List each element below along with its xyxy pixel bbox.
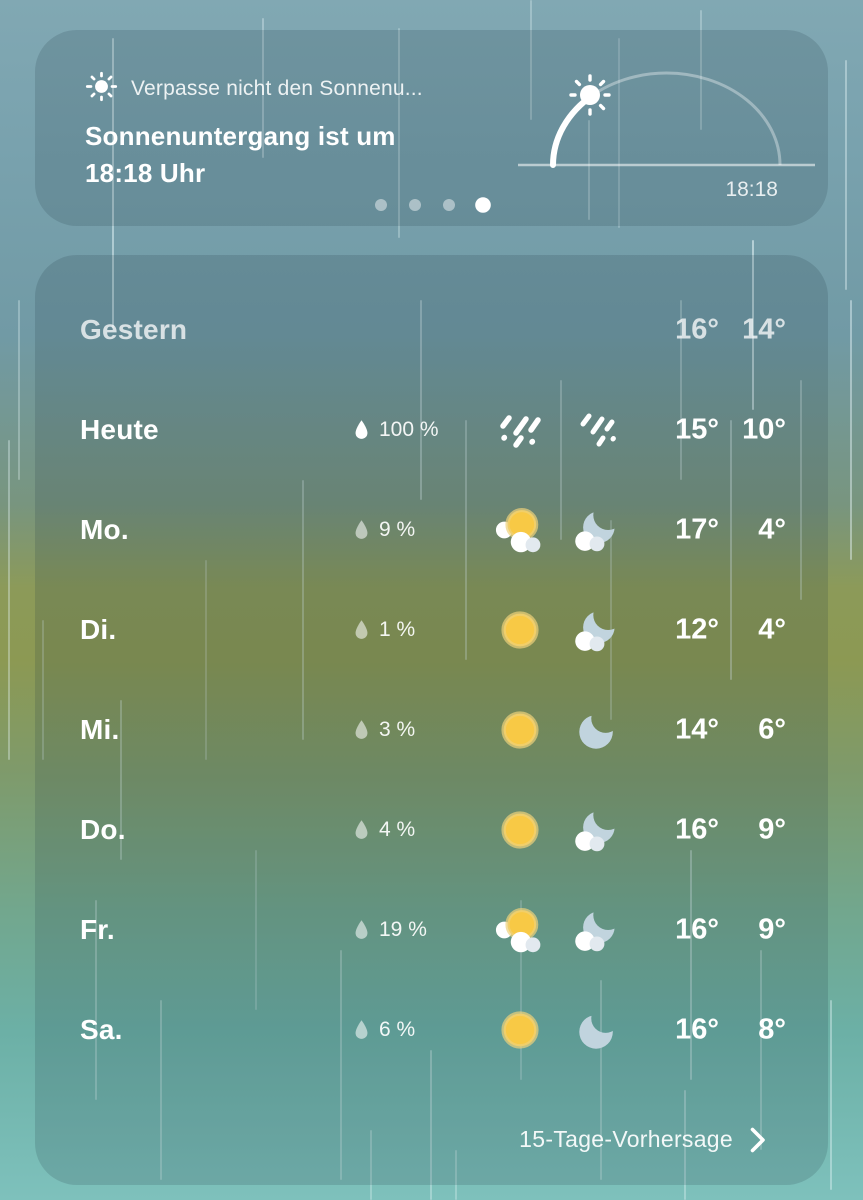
moon-cloud-icon [572, 905, 622, 955]
moon-icon [574, 707, 620, 753]
sun-icon [85, 70, 118, 108]
rain-heavy-icon [495, 407, 545, 453]
droplet-icon [353, 1019, 370, 1041]
high-temp: 16° [675, 813, 719, 846]
droplet-icon [353, 519, 370, 541]
droplet-icon [353, 619, 370, 641]
droplet-icon [353, 919, 370, 941]
forecast-rows: Gestern 16° 14° Heute 100 % 15° 10° Mo. 9 %… [35, 280, 828, 1080]
high-temp: 12° [675, 613, 719, 646]
pagination-dot[interactable] [474, 197, 491, 213]
low-temp: 10° [742, 413, 786, 446]
low-temp: 9° [758, 913, 786, 946]
low-temp: 8° [758, 1013, 786, 1046]
low-temp: 4° [758, 613, 786, 646]
forecast-row[interactable]: Di. 1 % 12° 4° [35, 580, 828, 680]
precipitation-probability: 19 % [353, 918, 427, 942]
sun-cloud-icon [495, 905, 545, 955]
day-label: Mi. [80, 714, 120, 745]
fifteen-day-forecast-link[interactable]: 15-Tage-Vorhersage [519, 1126, 766, 1153]
high-temp: 15° [675, 413, 719, 446]
forecast-row[interactable]: Mi. 3 % 14° 6° [35, 680, 828, 780]
precipitation-probability: 4 % [353, 818, 415, 842]
pagination-dot[interactable] [374, 199, 387, 211]
high-temp: 14° [675, 713, 719, 746]
low-temp: 4° [758, 513, 786, 546]
notification-message: Sonnenuntergang ist um 18:18 Uhr [85, 121, 396, 188]
day-label: Mo. [80, 514, 129, 545]
precipitation-probability: 100 % [353, 418, 439, 442]
low-temp: 6° [758, 713, 786, 746]
sun-icon [497, 607, 543, 653]
sun-icon [497, 707, 543, 753]
precipitation-probability: 6 % [353, 1018, 415, 1042]
precipitation-probability: 9 % [353, 518, 415, 542]
forecast-row[interactable]: Mo. 9 % 17° 4° [35, 480, 828, 580]
arc-sun-icon [569, 74, 611, 116]
moon-cloud-icon [572, 805, 622, 855]
moon-cloud-icon [572, 605, 622, 655]
forecast-row[interactable]: Do. 4 % 16° 9° [35, 780, 828, 880]
droplet-icon [353, 719, 370, 741]
precipitation-probability: 3 % [353, 718, 415, 742]
day-label: Gestern [80, 314, 188, 345]
sun-icon [497, 1007, 543, 1053]
high-temp: 16° [675, 913, 719, 946]
sunset-time-label: 18:18 [725, 178, 778, 201]
moon-icon [574, 1007, 620, 1053]
day-label: Sa. [80, 1014, 123, 1045]
sunset-notification-card[interactable]: Verpasse nicht den Sonnenu... Sonnenunte… [35, 30, 828, 226]
moon-cloud-icon [572, 505, 622, 555]
forecast-row[interactable]: Sa. 6 % 16° 8° [35, 980, 828, 1080]
daily-forecast-card: Gestern 16° 14° Heute 100 % 15° 10° Mo. 9 %… [35, 255, 828, 1185]
forecast-row[interactable]: Heute 100 % 15° 10° [35, 380, 828, 480]
chevron-right-icon [750, 1127, 766, 1153]
high-temp: 16° [675, 1013, 719, 1046]
day-label: Fr. [80, 914, 115, 945]
forecast-row[interactable]: Fr. 19 % 16° 9° [35, 880, 828, 980]
pagination-dot[interactable] [442, 199, 455, 211]
sun-icon [497, 807, 543, 853]
droplet-icon [353, 819, 370, 841]
fifteen-day-forecast-label: 15-Tage-Vorhersage [519, 1126, 733, 1152]
high-temp: 16° [675, 313, 719, 346]
day-label: Di. [80, 614, 117, 645]
rain-light-icon [573, 408, 621, 452]
pagination-dot[interactable] [408, 199, 421, 211]
forecast-row[interactable]: Gestern 16° 14° [35, 280, 828, 380]
low-temp: 9° [758, 813, 786, 846]
notification-title: Verpasse nicht den Sonnenu... [131, 77, 423, 100]
day-label: Heute [80, 414, 159, 445]
pagination-dots [35, 197, 828, 213]
sunset-arc-illustration [490, 50, 820, 200]
precipitation-probability: 1 % [353, 618, 415, 642]
high-temp: 17° [675, 513, 719, 546]
day-label: Do. [80, 814, 126, 845]
droplet-icon [353, 419, 370, 441]
sun-cloud-icon [495, 505, 545, 555]
low-temp: 14° [742, 313, 786, 346]
